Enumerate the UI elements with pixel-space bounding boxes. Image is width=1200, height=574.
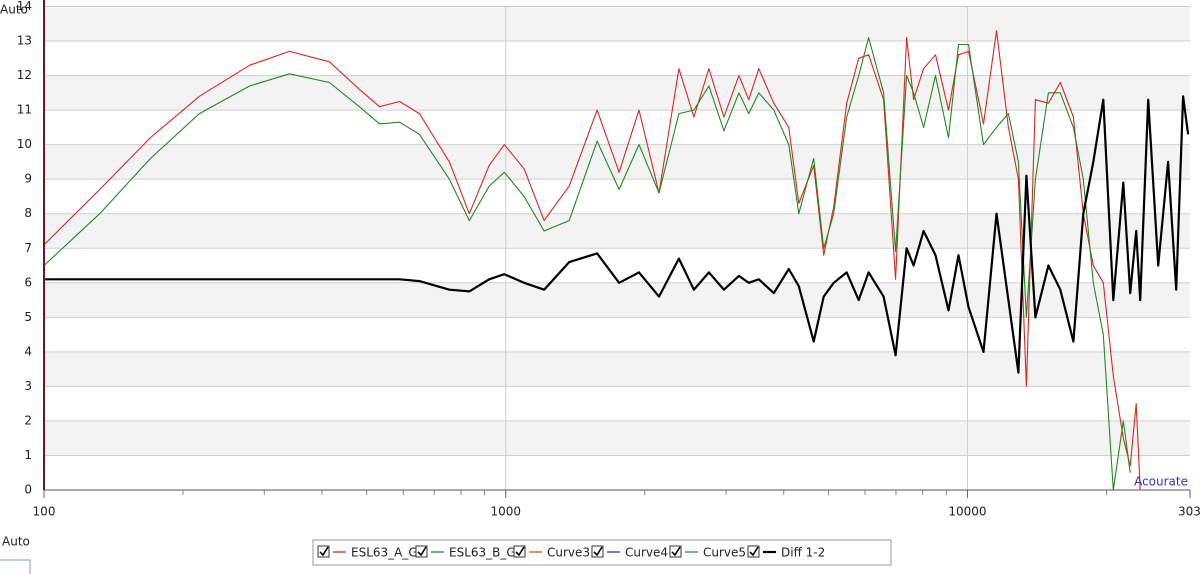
plot-band xyxy=(44,6,1190,42)
plot-band xyxy=(44,41,1190,76)
y-tick-label: 9 xyxy=(24,172,32,186)
axes: 0123456789101112131410010001000030333 xyxy=(17,0,1200,519)
y-tick-label: 8 xyxy=(24,206,32,220)
plot-lines xyxy=(44,30,1190,491)
legend-checkmark xyxy=(671,546,681,557)
legend-label: Curve3 xyxy=(547,546,590,560)
y-tick-label: 6 xyxy=(24,275,32,289)
plot-band xyxy=(44,248,1190,283)
plot-band xyxy=(44,351,1190,387)
legend-item[interactable]: Curve3 xyxy=(513,545,590,560)
y-tick-label: 1 xyxy=(24,448,32,462)
series-line xyxy=(44,37,1131,491)
x-tick-label: 100 xyxy=(33,505,56,519)
scale-input[interactable] xyxy=(0,559,31,574)
y-tick-label: 12 xyxy=(17,68,32,82)
legend-checkbox[interactable] xyxy=(317,545,330,558)
legend-checkbox[interactable] xyxy=(669,545,682,558)
plot-band xyxy=(44,420,1190,456)
x-tick-label: 30333 xyxy=(1178,505,1200,519)
legend-item[interactable]: ESL63_A_GS xyxy=(317,545,425,560)
y-tick-label: 0 xyxy=(24,483,32,497)
plot-band xyxy=(44,110,1190,145)
scale-label: Auto xyxy=(2,535,30,549)
x-tick-label: 1000 xyxy=(490,505,521,519)
plot-band xyxy=(44,317,1190,352)
y-tick-label: 11 xyxy=(17,103,32,117)
plot-band xyxy=(44,213,1190,249)
y-tick-label: 10 xyxy=(17,137,32,151)
y-tick-label: 14 xyxy=(17,0,32,13)
legend-item[interactable]: Curve5 xyxy=(669,545,746,560)
y-tick-label: 7 xyxy=(24,241,32,255)
legend-item[interactable]: ESL63_B_GS xyxy=(415,545,523,560)
legend-label: ESL63_A_GS xyxy=(351,546,425,560)
y-tick-label: 5 xyxy=(24,310,32,324)
plot-band xyxy=(44,455,1190,490)
legend-checkbox[interactable] xyxy=(747,545,760,558)
legend-label: Curve5 xyxy=(703,546,746,560)
legend-item[interactable]: Curve4 xyxy=(591,545,668,560)
y-tick-label: 4 xyxy=(24,344,32,358)
legend-checkbox[interactable] xyxy=(415,545,428,558)
legend-label: ESL63_B_GS xyxy=(449,546,523,560)
y-tick-label: 13 xyxy=(17,34,32,48)
legend-checkmark xyxy=(593,546,603,557)
legend-checkbox[interactable] xyxy=(513,545,526,558)
y-tick-label: 2 xyxy=(24,413,32,427)
plot-background xyxy=(44,6,1190,490)
legend-checkmark xyxy=(515,546,525,557)
plot-band xyxy=(44,144,1190,180)
x-tick-label: 10000 xyxy=(948,505,986,519)
y-tick-label: 3 xyxy=(24,379,32,393)
annotation: Acourate xyxy=(1134,475,1188,489)
series-line xyxy=(44,95,1190,374)
grid xyxy=(44,6,1190,491)
legend-label: Diff 1-2 xyxy=(781,546,825,560)
plot-band xyxy=(44,386,1190,421)
legend-checkmark xyxy=(319,546,329,557)
legend-item[interactable]: Diff 1-2 xyxy=(747,545,825,560)
legend-label: Curve4 xyxy=(625,546,668,560)
legend-checkmark xyxy=(749,546,759,557)
y-axis-label: Auto xyxy=(0,3,28,17)
legend-items: ESL63_A_GS ESL63_B_GS Curve3 Curve4 Curve5 Di… xyxy=(317,545,825,560)
legend-checkbox[interactable] xyxy=(591,545,604,558)
plot-band xyxy=(44,282,1190,318)
legend-checkmark xyxy=(417,546,427,557)
plot-band xyxy=(44,75,1190,111)
